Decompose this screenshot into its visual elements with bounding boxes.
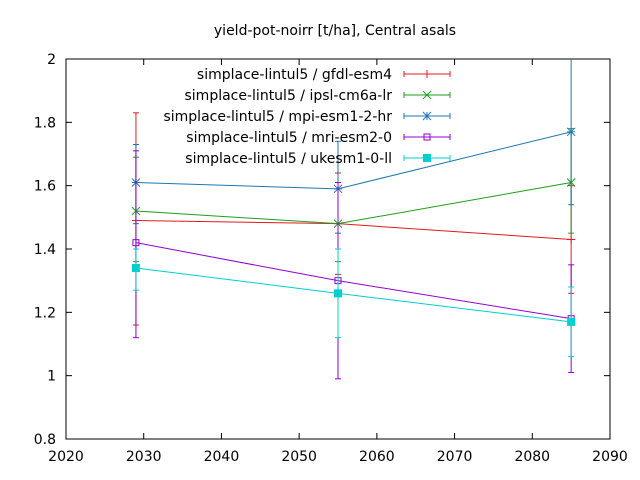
marker-stroke [422, 90, 432, 100]
data-point [334, 289, 342, 298]
y-tick-label: 0.8 [34, 432, 56, 448]
marker-stroke [422, 111, 432, 121]
legend-entry-2: simplace-lintul5 / ipsl-cm6a-lr [185, 88, 451, 104]
legend-marker [423, 70, 431, 78]
legend-entry-1: simplace-lintul5 / gfdl-esm4 [197, 67, 451, 83]
y-tick-label: 1.2 [34, 305, 56, 321]
marker-square [423, 154, 431, 162]
marker-stroke [566, 127, 576, 137]
y-tick-label: 2 [47, 52, 56, 68]
x-tick-label: 2070 [437, 449, 473, 465]
x-tick-label: 2040 [204, 449, 240, 465]
series-3 [131, 59, 576, 234]
marker-square [567, 317, 576, 326]
x-tick-label: 2050 [281, 449, 317, 465]
x-tick-label: 2080 [514, 449, 550, 465]
y-tick-label: 1 [47, 369, 56, 385]
data-point [567, 235, 576, 244]
legend-marker [422, 90, 432, 100]
marker-square [131, 264, 140, 272]
series-layer [131, 59, 576, 380]
marker-square [132, 239, 140, 247]
series-2 [131, 128, 576, 263]
legend-label: simplace-lintul5 / ipsl-cm6a-lr [185, 88, 393, 104]
y-tick-label: 1.6 [34, 179, 56, 195]
x-tick-label: 2090 [592, 449, 628, 465]
legend-label: simplace-lintul5 / mpi-esm1-2-hr [163, 109, 392, 125]
data-point [567, 317, 576, 326]
legend-marker [422, 111, 432, 121]
data-point [566, 127, 576, 137]
legend-entry-4: simplace-lintul5 / mri-esm2-0 [186, 130, 451, 146]
series-line [135, 220, 572, 240]
x-tick-label: 2020 [48, 449, 84, 465]
x-tick-label: 2060 [359, 449, 395, 465]
marker-square [423, 133, 431, 141]
legend-label: simplace-lintul5 / mri-esm2-0 [186, 130, 392, 146]
chart-title: yield-pot-noirr [t/ha], Central asals [214, 23, 456, 39]
legend-entry-3: simplace-lintul5 / mpi-esm1-2-hr [163, 109, 451, 125]
data-point [131, 264, 140, 272]
series-line [135, 242, 572, 320]
legend-label: simplace-lintul5 / ukesm1-0-ll [185, 151, 392, 167]
marker-square [334, 289, 342, 298]
y-tick-label: 1.4 [34, 242, 56, 258]
y-tick-label: 1.8 [34, 115, 56, 131]
data-point [132, 239, 140, 247]
legend-marker [423, 133, 431, 141]
legend-marker [423, 154, 431, 162]
axes: 2020 2030 2040 2050 2060 2070 2080 2090 0.8 1 1.2 1… [34, 52, 628, 465]
legend-label: simplace-lintul5 / gfdl-esm4 [197, 67, 392, 83]
legend: simplace-lintul5 / gfdl-esm4 simplace-lin… [163, 67, 451, 167]
series-5 [131, 248, 576, 358]
x-tick-label: 2030 [126, 449, 162, 465]
series-line [135, 182, 572, 225]
legend-entry-5: simplace-lintul5 / ukesm1-0-ll [185, 151, 451, 167]
series-line [135, 267, 572, 323]
